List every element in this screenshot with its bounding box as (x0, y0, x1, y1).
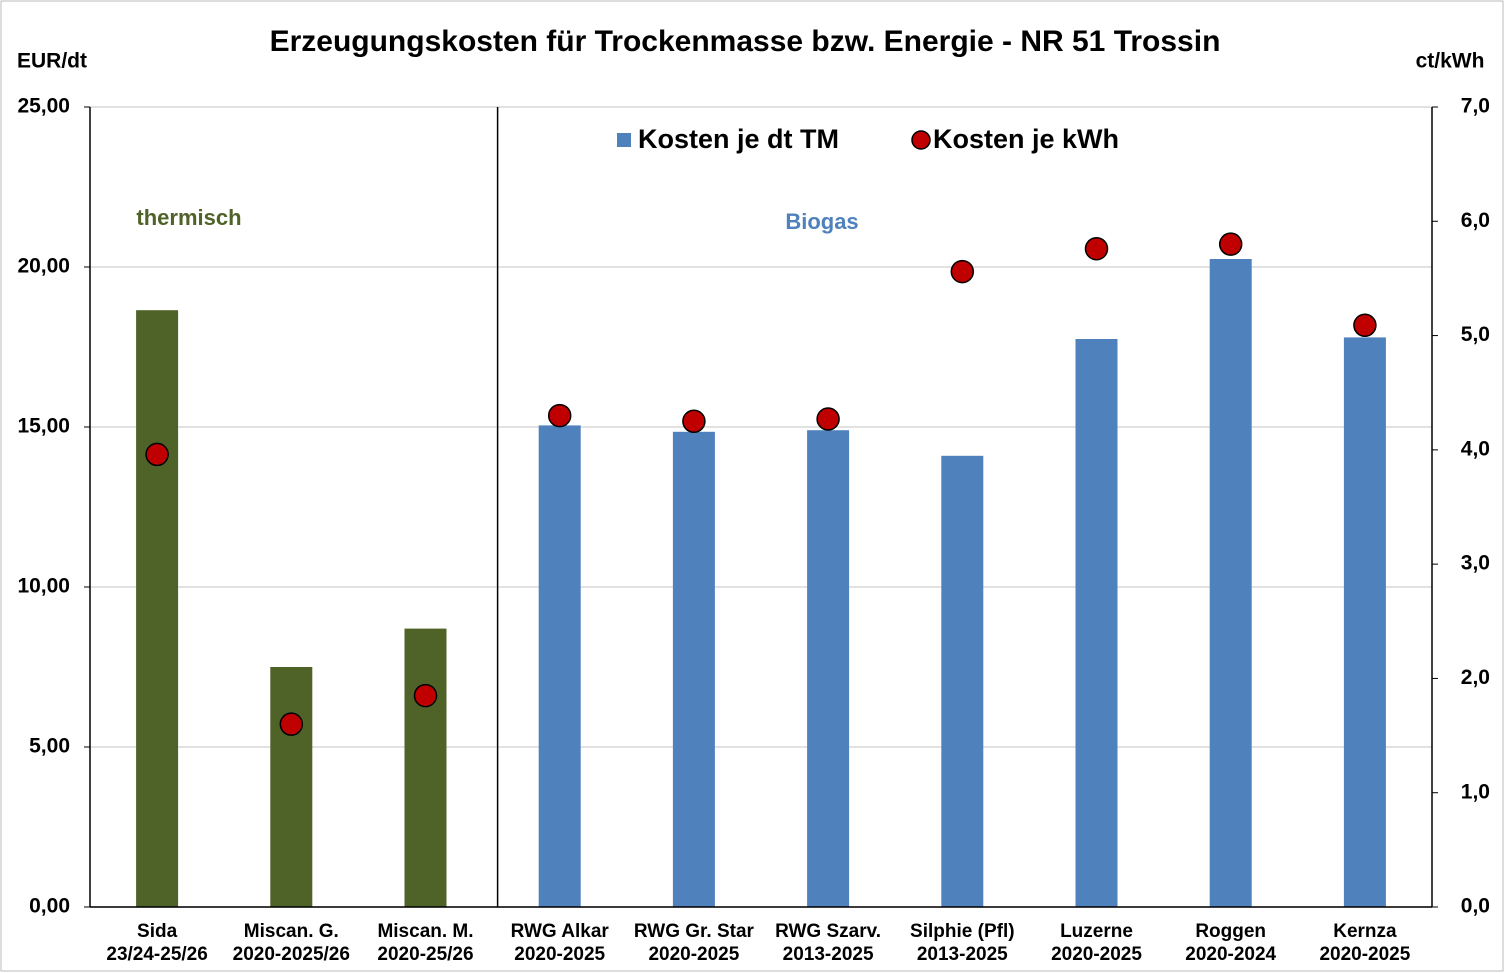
legend-swatch (911, 130, 931, 150)
annotation: thermisch (136, 205, 241, 230)
x-tick-label: RWG Gr. Star (634, 921, 755, 942)
x-tick-label: RWG Szarv. (775, 921, 881, 942)
dot (145, 442, 169, 467)
y2-tick-label: 1,0 (1461, 780, 1490, 803)
y2-tick-label: 4,0 (1461, 437, 1490, 460)
y-tick-label: 0,00 (29, 895, 70, 918)
bar (941, 455, 984, 907)
y-tick-label: 10,00 (17, 575, 70, 598)
legend-label: Kosten je kWh (933, 124, 1119, 154)
x-tick-label: RWG Alkar (511, 921, 610, 942)
y2-tick-label: 2,0 (1461, 666, 1490, 689)
x-tick-label: 2020-2025 (514, 944, 605, 965)
x-tick-label: 2020-2025/26 (233, 944, 350, 965)
y2-tick-label: 5,0 (1461, 323, 1490, 346)
dot (950, 259, 975, 284)
x-tick-label: Silphie (Pfl) (910, 921, 1015, 942)
y2-tick-label: 6,0 (1461, 209, 1490, 232)
y-tick-label: 15,00 (17, 415, 70, 438)
bar (1075, 339, 1118, 907)
dot (1353, 313, 1377, 338)
x-tick-label: 2020-2024 (1185, 944, 1276, 965)
dot (682, 409, 706, 434)
x-tick-label: Luzerne (1060, 921, 1133, 942)
x-tick-label: 2020-25/26 (377, 944, 473, 965)
y-tick-label: 20,00 (17, 255, 70, 278)
dot (413, 683, 438, 708)
y2-tick-label: 3,0 (1461, 552, 1490, 575)
x-tick-label: 2013-2025 (783, 944, 874, 965)
bar (672, 431, 715, 907)
y2-tick-label: 0,0 (1461, 895, 1490, 918)
y-tick-label: 5,00 (29, 735, 70, 758)
x-tick-label: 2020-2025 (1319, 944, 1410, 965)
x-tick-label: Miscan. G. (244, 921, 339, 942)
dot (816, 407, 840, 431)
legend-swatch (617, 133, 631, 147)
legend-label: Kosten je dt TM (638, 124, 839, 154)
bar (1343, 337, 1386, 907)
y-axis-label: EUR/dt (17, 50, 87, 73)
x-tick-label: 23/24-25/26 (106, 944, 207, 965)
dot (279, 712, 304, 736)
annotation: Biogas (785, 209, 858, 234)
dot (1218, 232, 1243, 256)
bar (1209, 259, 1252, 907)
dot (1084, 236, 1109, 261)
x-tick-label: Kernza (1333, 921, 1397, 942)
x-tick-label: Roggen (1195, 921, 1266, 942)
dot (547, 403, 572, 428)
bar (807, 430, 850, 907)
x-tick-label: Sida (137, 921, 178, 942)
bar (404, 628, 447, 907)
y-tick-label: 25,00 (17, 95, 70, 118)
y2-axis-label: ct/kWh (1416, 50, 1485, 73)
bar (538, 425, 581, 907)
x-tick-label: 2013-2025 (917, 944, 1008, 965)
bar (136, 310, 179, 907)
y2-tick-label: 7,0 (1461, 95, 1490, 118)
chart-title: Erzeugungskosten für Trockenmasse bzw. E… (270, 25, 1221, 58)
bar (270, 667, 313, 907)
x-tick-label: 2020-2025 (648, 944, 739, 965)
x-tick-label: 2020-2025 (1051, 944, 1142, 965)
x-tick-label: Miscan. M. (377, 921, 473, 942)
